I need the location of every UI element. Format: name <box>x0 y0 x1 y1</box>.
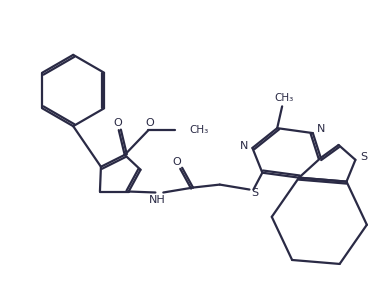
Text: N: N <box>240 141 249 151</box>
Text: O: O <box>113 118 122 128</box>
Text: N: N <box>317 124 325 134</box>
Text: CH₃: CH₃ <box>275 93 294 103</box>
Text: O: O <box>145 118 154 128</box>
Text: NH: NH <box>149 196 166 205</box>
Text: S: S <box>360 152 367 162</box>
Text: S: S <box>251 188 258 198</box>
Text: O: O <box>173 157 182 167</box>
Text: CH₃: CH₃ <box>189 125 208 135</box>
